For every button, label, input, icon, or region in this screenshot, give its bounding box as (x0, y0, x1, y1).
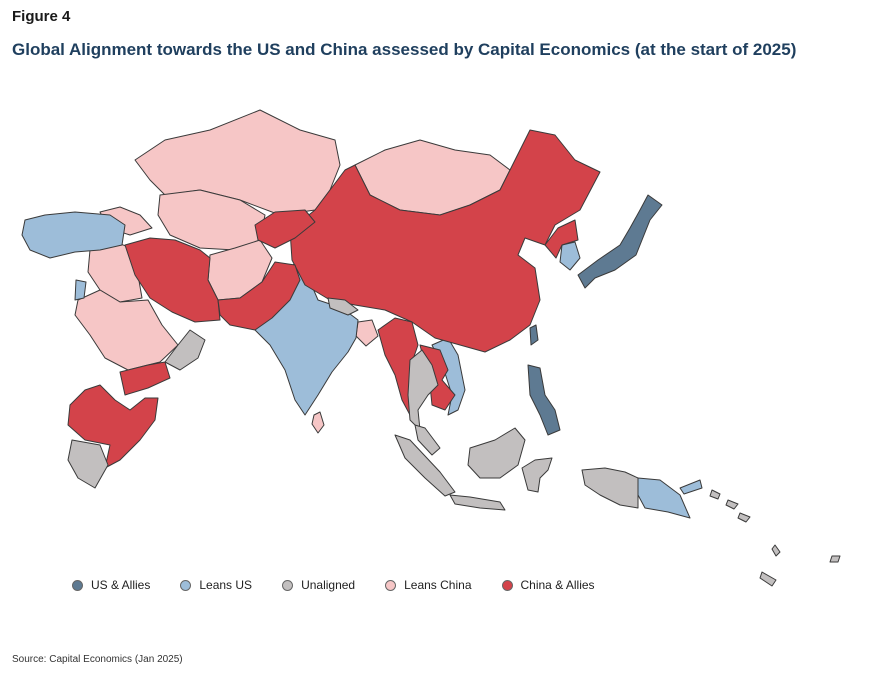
legend-item-unaligned: Unaligned (282, 578, 355, 592)
region-china (289, 129, 601, 353)
region-borneo (467, 427, 526, 479)
legend-swatch-us-allies (72, 579, 83, 591)
region-south-korea (559, 241, 581, 271)
region-ethiopia-somalia (67, 384, 159, 469)
region-turkey (21, 211, 126, 259)
region-philippines (527, 364, 561, 436)
legend-label: China & Allies (520, 578, 595, 592)
figure-label: Figure 4 (12, 8, 71, 25)
region-bangladesh (355, 319, 379, 347)
legend-label: US & Allies (91, 578, 151, 592)
region-islands-east (709, 489, 841, 587)
region-saudi-arabia (74, 289, 179, 371)
legend-item-china-allies: China & Allies (501, 578, 595, 592)
region-png-east (637, 477, 691, 519)
region-sri-lanka (311, 411, 325, 434)
region-yemen (119, 361, 171, 396)
legend: US & Allies Leans US Unaligned Leans Chi… (72, 578, 625, 592)
region-png-west (581, 467, 639, 509)
region-java (449, 494, 506, 511)
region-north-korea (544, 219, 579, 259)
legend-swatch-china-allies (501, 579, 513, 591)
region-bougainville (679, 479, 703, 495)
legend-swatch-unaligned (282, 579, 294, 591)
legend-label: Leans US (199, 578, 253, 592)
legend-swatch-leans-us (180, 579, 192, 591)
region-tajik-kyrgyz (254, 209, 316, 249)
legend-item-leans-china: Leans China (385, 578, 472, 592)
region-kenya-east-africa (67, 439, 109, 489)
region-malaysia-peninsula (414, 424, 441, 456)
asia-alignment-map (21, 109, 841, 587)
region-taiwan (529, 324, 539, 346)
legend-swatch-leans-china (385, 579, 397, 591)
legend-item-us-allies: US & Allies (72, 578, 150, 592)
region-nepal (327, 297, 359, 316)
region-sumatra (394, 434, 456, 497)
region-thailand (407, 349, 439, 431)
legend-label: Leans China (404, 578, 472, 592)
region-japan (577, 194, 663, 289)
legend-item-leans-us: Leans US (180, 578, 252, 592)
region-pakistan (217, 261, 301, 331)
region-oman (164, 329, 206, 371)
source-note: Source: Capital Economics (Jan 2025) (12, 654, 183, 665)
legend-label: Unaligned (301, 578, 356, 592)
region-jordan (74, 279, 87, 301)
chart-title: Global Alignment towards the US and Chin… (12, 40, 797, 59)
region-sulawesi (521, 457, 553, 493)
